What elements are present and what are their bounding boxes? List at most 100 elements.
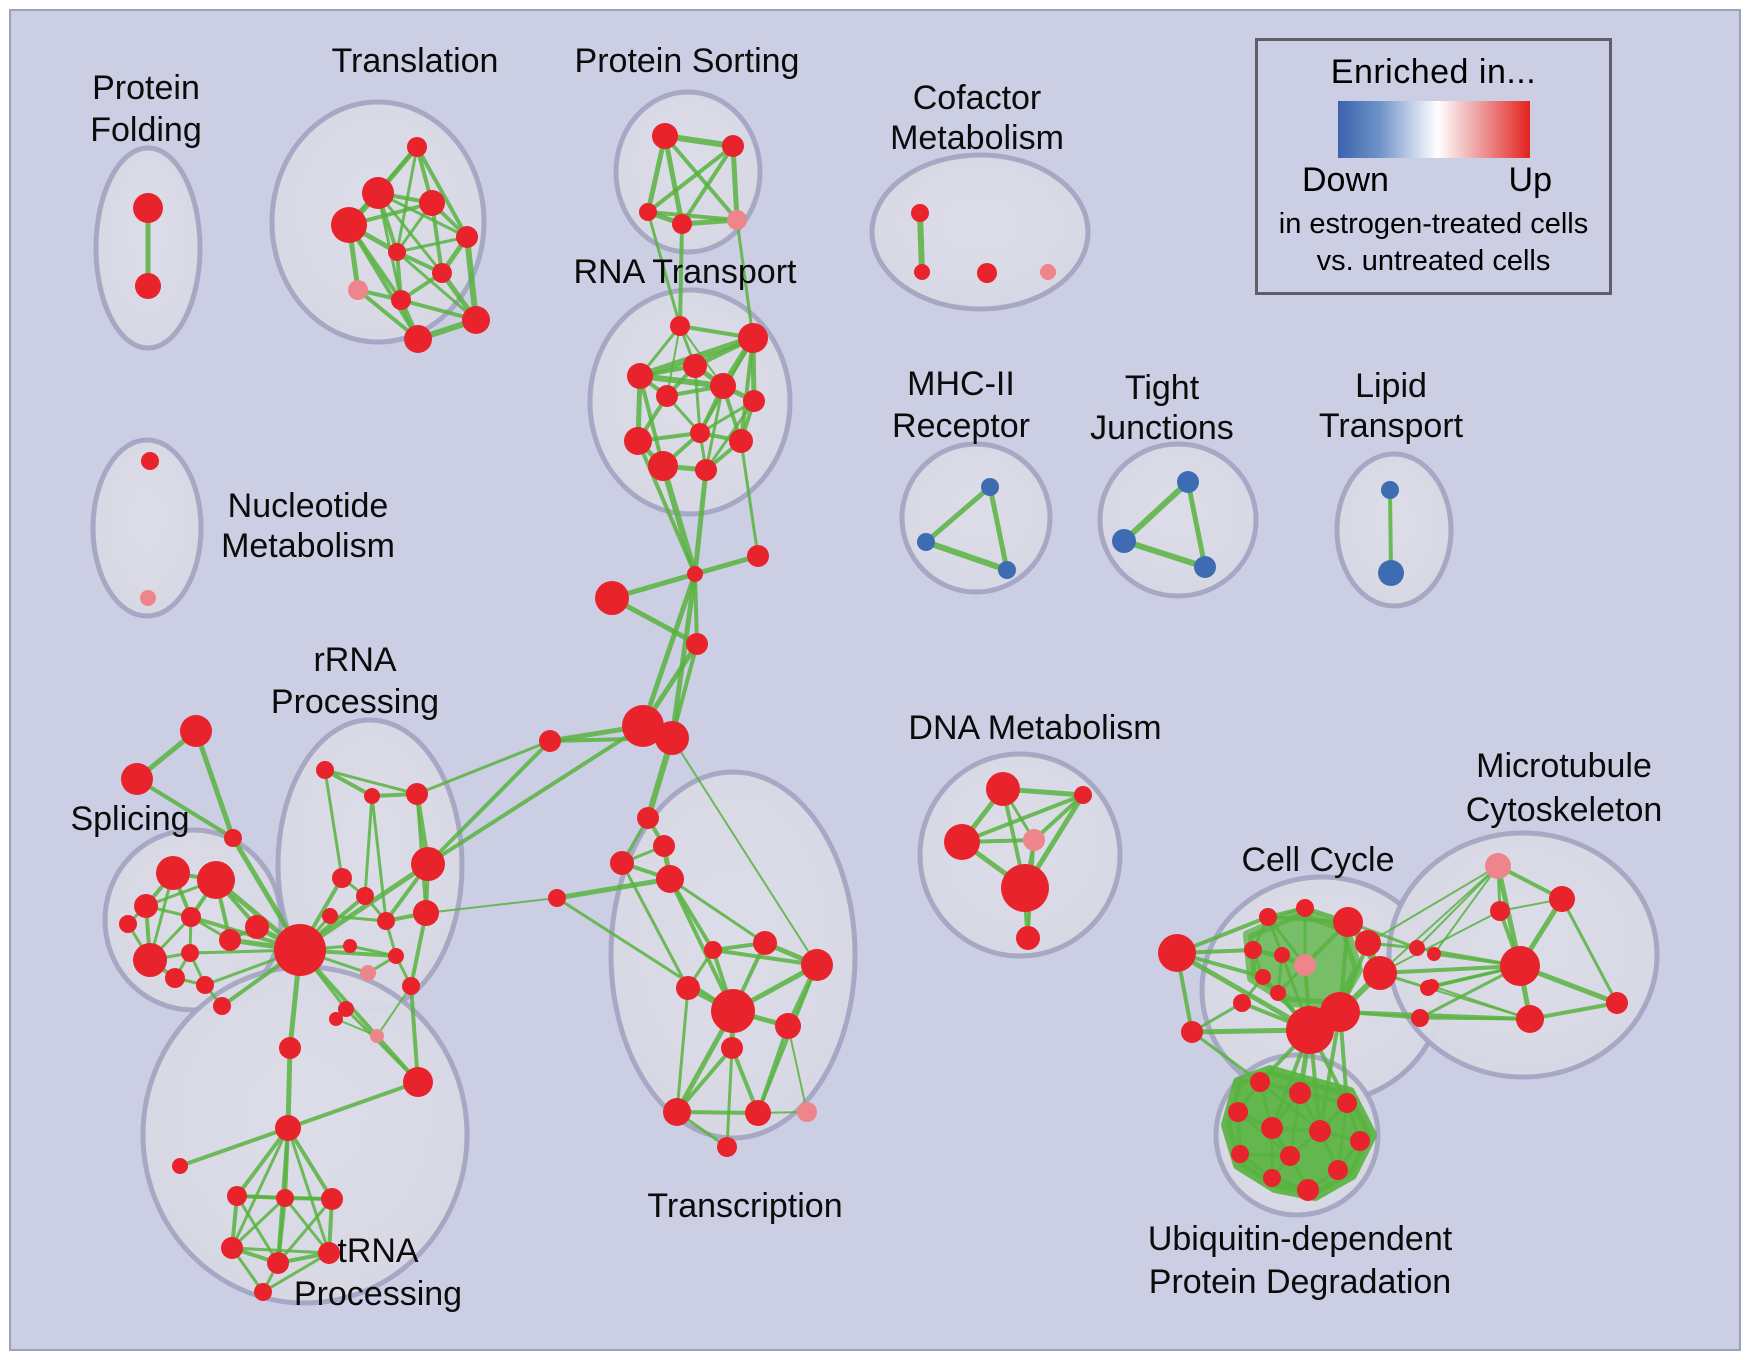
network-edge	[637, 373, 726, 389]
network-edge	[347, 223, 420, 341]
network-node-V10	[1328, 1160, 1348, 1180]
network-edge	[363, 794, 374, 898]
network-edge	[678, 222, 684, 328]
network-node-M8	[1425, 979, 1439, 993]
network-edge	[298, 948, 420, 1084]
network-node-V4	[1228, 1102, 1248, 1122]
network-node-X14	[745, 1100, 771, 1126]
network-node-U2	[227, 1186, 247, 1206]
network-edge	[555, 896, 735, 1013]
network-node-U7	[318, 1242, 340, 1264]
cluster-label-ubiquitin-degradation: Ubiquitin-dependent Protein Degradation	[1148, 1220, 1453, 1301]
network-node-C3	[1259, 908, 1277, 926]
network-node-X10	[711, 989, 755, 1033]
network-node-X3	[610, 851, 634, 875]
network-node-C2	[1181, 1021, 1203, 1043]
network-node-K2	[914, 264, 930, 280]
network-node-R6	[710, 373, 736, 399]
network-edge	[671, 737, 818, 966]
legend-box: Enriched in... Down Up in estrogen-treat…	[1255, 38, 1612, 295]
network-node-N7	[377, 912, 395, 930]
network-node-R11	[648, 451, 678, 481]
network-node-A8	[165, 968, 185, 988]
network-node-X2	[653, 835, 675, 857]
network-node-P5	[727, 210, 747, 230]
network-edge	[283, 1196, 331, 1255]
network-edge	[725, 1046, 734, 1149]
network-node-N8	[413, 900, 439, 926]
network-node-A5	[119, 915, 137, 933]
network-edge	[554, 876, 673, 901]
cluster-ellipse-cofactor-metabolism	[869, 152, 1091, 312]
network-edge	[1416, 865, 1499, 949]
network-node-K4	[1040, 264, 1056, 280]
network-edge	[680, 144, 735, 226]
network-node-S5	[622, 705, 664, 747]
cluster-label-lipid-transport: Lipid Transport	[1319, 367, 1464, 445]
network-node-C4	[1296, 899, 1314, 917]
network-node-A9	[196, 976, 214, 994]
network-node-D3	[944, 824, 980, 860]
network-node-H	[274, 924, 326, 976]
network-node-G2	[121, 763, 153, 795]
network-node-J3	[1194, 556, 1216, 578]
network-node-K3	[977, 263, 997, 283]
network-node-D2	[1074, 786, 1092, 804]
cluster-label-tight-junctions: Tight Junctions	[1090, 369, 1234, 447]
network-node-C5	[1244, 941, 1262, 959]
network-node-V3	[1337, 1093, 1357, 1113]
network-edge	[735, 218, 755, 340]
network-node-D1	[986, 772, 1020, 806]
cluster-ellipse-transcription	[608, 769, 858, 1141]
network-node-R9	[690, 423, 710, 443]
network-node-R4	[627, 363, 653, 389]
network-node-N5	[356, 887, 374, 905]
network-edge	[917, 210, 925, 275]
network-edge	[666, 325, 681, 397]
network-node-I3	[998, 561, 1016, 579]
network-edge	[286, 1126, 334, 1201]
network-node-T9	[391, 290, 411, 310]
network-edge	[235, 1126, 290, 1198]
network-edge	[668, 877, 767, 945]
network-edge	[704, 384, 725, 472]
network-node-R8	[624, 427, 652, 455]
cluster-label-nucleotide-metabolism: Nucleotide Metabolism	[221, 487, 395, 565]
network-edge	[662, 133, 685, 227]
network-node-U6	[267, 1252, 289, 1274]
network-node-F2	[135, 273, 161, 299]
network-node-C1	[1158, 934, 1196, 972]
network-node-S1	[687, 566, 703, 582]
network-node-U3	[276, 1189, 294, 1207]
network-edge	[675, 986, 690, 1114]
network-node-X9	[676, 976, 700, 1000]
network-edge	[660, 463, 698, 577]
network-edge	[923, 484, 993, 545]
network-edge	[787, 1025, 808, 1113]
legend-title: Enriched in...	[1330, 53, 1537, 91]
network-edge	[1378, 964, 1522, 975]
network-node-M4	[1500, 946, 1540, 986]
network-edge	[285, 1045, 293, 1131]
cluster-label-translation: Translation	[332, 42, 499, 80]
network-node-X15	[797, 1102, 817, 1122]
legend-caption-line1: in estrogen-treated cells	[1278, 208, 1589, 240]
network-node-V2	[1289, 1082, 1311, 1104]
cluster-ellipse-tight-junctions	[1097, 441, 1259, 599]
network-node-R10	[729, 429, 753, 453]
network-node-C15	[1409, 940, 1425, 956]
network-edge	[328, 914, 388, 923]
legend-caption-line2: vs. untreated cells	[1316, 245, 1551, 277]
network-edge	[669, 571, 698, 741]
network-edge	[1190, 1030, 1262, 1084]
network-node-X4	[656, 865, 684, 893]
network-node-N9	[411, 847, 445, 881]
network-node-T10	[462, 306, 490, 334]
cluster-label-splicing: Splicing	[70, 800, 189, 838]
network-node-J2	[1112, 529, 1136, 553]
network-node-C10	[1333, 907, 1363, 937]
cluster-label-trna-processing: tRNA Processing	[294, 1232, 462, 1313]
network-edge	[987, 484, 1010, 573]
network-node-P1	[652, 123, 678, 149]
